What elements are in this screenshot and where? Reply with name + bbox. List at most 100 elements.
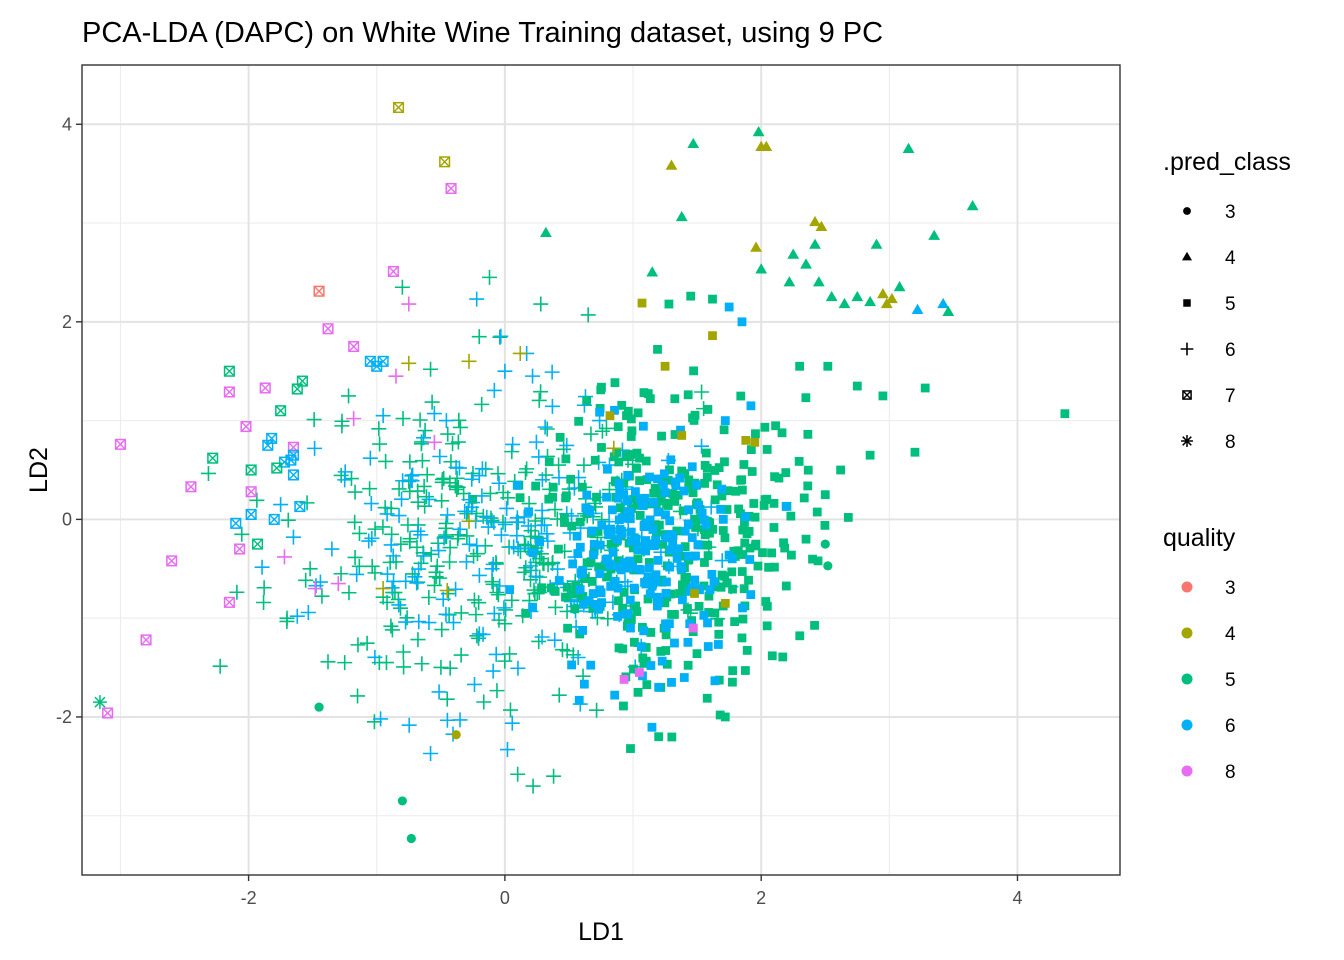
data-point: [547, 502, 563, 518]
data-point: [469, 628, 485, 644]
data-point: [750, 512, 760, 522]
data-point: [518, 464, 533, 480]
data-point: [662, 659, 672, 669]
data-point: [245, 508, 257, 521]
data-point: [742, 646, 752, 655]
data-point: [375, 581, 391, 597]
data-point: [447, 478, 463, 494]
data-point: [426, 577, 442, 593]
data-point: [740, 518, 749, 527]
data-point: [582, 490, 592, 500]
data-point: [623, 470, 633, 480]
y-tick-label: 0: [62, 509, 72, 529]
legend-quality-label: 8: [1225, 762, 1236, 783]
data-point: [452, 419, 468, 435]
data-point: [590, 455, 600, 465]
data-point: [619, 701, 628, 711]
data-point: [779, 538, 788, 548]
data-point: [737, 317, 747, 327]
data-point: [314, 588, 330, 604]
data-point: [823, 561, 833, 571]
data-point: [864, 295, 877, 307]
data-point: [678, 595, 687, 605]
data-point: [739, 460, 749, 469]
data-point: [528, 602, 537, 612]
data-point: [803, 429, 813, 439]
data-point: [438, 413, 454, 429]
data-point: [688, 623, 698, 633]
data-point: [713, 640, 723, 649]
data-point: [491, 475, 507, 491]
data-point: [442, 554, 458, 570]
data-point: [589, 539, 599, 549]
data-point: [687, 137, 700, 149]
data-point: [485, 576, 501, 592]
data-point: [629, 494, 639, 504]
data-point: [714, 617, 724, 627]
data-point: [411, 561, 427, 577]
data-point: [539, 526, 555, 542]
data-point: [664, 299, 674, 309]
data-point: [720, 571, 729, 581]
data-point: [499, 742, 515, 758]
data-point: [450, 434, 466, 450]
data-point: [484, 561, 500, 577]
data-point: [320, 654, 336, 670]
data-point: [654, 732, 664, 742]
data-point: [405, 467, 421, 483]
data-point: [533, 518, 549, 534]
data-point: [412, 412, 428, 428]
data-point: [574, 416, 584, 426]
data-point: [767, 548, 776, 558]
data-point: [349, 566, 365, 582]
data-point: [362, 450, 378, 466]
legend-quality-title: quality: [1163, 524, 1236, 552]
data-point: [512, 481, 522, 490]
data-point: [497, 653, 513, 669]
data-point: [656, 496, 666, 506]
data-point: [786, 511, 796, 521]
data-point: [729, 546, 739, 556]
data-point: [629, 664, 638, 674]
data-point: [667, 677, 676, 687]
data-point: [628, 543, 638, 553]
data-point: [717, 491, 727, 501]
data-point: [619, 478, 629, 488]
data-point: [691, 523, 701, 532]
data-point: [509, 510, 525, 526]
data-point: [750, 437, 760, 447]
data-point: [229, 584, 245, 600]
data-point: [690, 517, 700, 527]
data-point: [694, 601, 704, 611]
data-point: [488, 555, 504, 571]
data-point: [710, 608, 720, 618]
data-point: [567, 521, 577, 531]
data-point: [388, 368, 404, 384]
data-point: [457, 503, 473, 519]
data-point: [825, 290, 838, 302]
data-point: [432, 448, 448, 464]
data-point: [676, 425, 685, 435]
data-point: [528, 434, 544, 450]
data-point: [590, 600, 600, 609]
data-point: [787, 248, 800, 259]
data-point: [657, 431, 666, 441]
data-point: [813, 556, 823, 566]
data-point: [421, 590, 437, 606]
data-point: [737, 633, 747, 643]
data-point: [610, 405, 619, 415]
data-point: [350, 688, 366, 704]
data-point: [641, 546, 651, 556]
plot-panel: [82, 65, 1120, 875]
data-point: [608, 547, 618, 557]
data-point: [617, 400, 627, 410]
data-point: [722, 505, 732, 514]
data-point: [576, 457, 592, 473]
data-point: [651, 570, 661, 580]
data-point: [574, 695, 584, 705]
data-point: [745, 555, 755, 564]
data-point: [580, 307, 596, 323]
data-point: [769, 498, 779, 508]
data-point: [738, 614, 748, 624]
data-point: [417, 423, 433, 439]
